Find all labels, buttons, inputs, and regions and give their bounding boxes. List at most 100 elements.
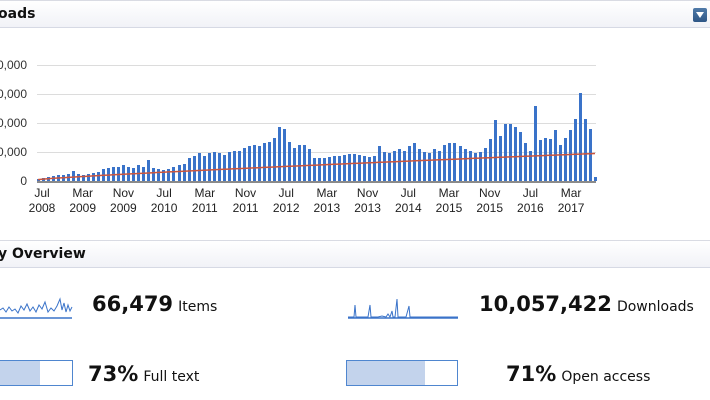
bar [468, 151, 472, 181]
overview-panel-title: y Overview [0, 246, 86, 262]
x-axis-line [37, 181, 596, 183]
open-access-progress-bar [346, 360, 458, 386]
bar [473, 152, 477, 181]
bar [92, 172, 96, 181]
x-tick-label: Jul 2010 [150, 186, 178, 215]
bar [438, 150, 442, 181]
x-tick-label: Jul 2014 [394, 186, 422, 215]
bar [262, 143, 266, 181]
full-text-progress-fill [0, 361, 41, 385]
bar [483, 147, 487, 181]
bar [378, 146, 382, 181]
y-tick-label: 0,000 [0, 116, 27, 130]
downloads-stat: 10,057,422 Downloads [479, 292, 694, 316]
gridline [37, 94, 596, 95]
bar [297, 144, 301, 181]
downloads-panel-title: oads [0, 6, 36, 22]
bar [318, 158, 321, 181]
bar [548, 138, 552, 181]
open-access-stat: 71% Open access [506, 362, 650, 386]
bar [232, 151, 236, 181]
bar [182, 163, 186, 181]
bar [323, 157, 327, 181]
bar [588, 128, 592, 181]
bar [267, 141, 271, 181]
bar [242, 147, 246, 181]
y-tick-label: 0,000 [0, 87, 27, 101]
bar [578, 92, 582, 181]
bar [252, 144, 256, 181]
x-tick-label: Mar 2009 [69, 186, 97, 215]
bar [343, 154, 347, 181]
bar [302, 144, 306, 181]
bar [388, 153, 392, 181]
bar [418, 149, 422, 181]
bar [122, 165, 126, 181]
x-tick-label: Nov 2015 [476, 186, 504, 215]
y-tick-label: 0 [20, 174, 27, 188]
bar [72, 170, 76, 181]
bar [533, 105, 537, 181]
x-tick-label: Jul 2008 [28, 186, 56, 215]
bar [172, 167, 176, 181]
bar [493, 120, 497, 181]
bar [177, 165, 181, 181]
bar [192, 156, 196, 181]
bar [147, 160, 151, 181]
bar [443, 144, 447, 181]
bar [207, 153, 211, 181]
bar [488, 138, 492, 181]
bar [333, 156, 337, 181]
bar [247, 146, 251, 181]
x-tick-label: Mar 2017 [557, 186, 585, 215]
downloads-panel-header: oads [0, 0, 710, 28]
bar [287, 141, 291, 181]
full-text-stat: 73% Full text [88, 362, 199, 386]
bar [217, 153, 221, 181]
bar [152, 167, 156, 181]
downloads-label: Downloads [616, 299, 694, 315]
bar [423, 152, 427, 181]
bar [212, 152, 216, 181]
x-tick-label: Nov 2009 [110, 186, 137, 215]
bar [167, 169, 171, 181]
bar [563, 137, 567, 181]
items-label: Items [178, 299, 218, 315]
bar [538, 140, 542, 181]
open-access-label: Open access [561, 369, 651, 385]
bar [458, 146, 462, 181]
bar [363, 156, 367, 181]
bar [157, 168, 161, 181]
trend-line [37, 152, 596, 181]
bar [393, 150, 397, 181]
bar [272, 137, 276, 181]
bar [508, 124, 512, 181]
bar [594, 176, 597, 181]
items-stat: 66,479 Items [92, 292, 217, 316]
bar [503, 124, 507, 181]
bar [97, 172, 101, 181]
bar [142, 167, 146, 181]
bar [428, 153, 432, 181]
triangle-down-icon[interactable] [693, 8, 707, 22]
bar [383, 152, 387, 181]
bar [373, 156, 377, 181]
y-tick-label: 0,000 [0, 58, 27, 72]
bar [82, 174, 86, 181]
bar [202, 156, 206, 181]
bar [222, 154, 226, 181]
bar [368, 157, 372, 181]
bar [513, 127, 517, 181]
bar [433, 149, 437, 181]
items-count: 66,479 [92, 292, 174, 316]
bar [328, 157, 332, 181]
bar [408, 146, 412, 181]
bar [277, 127, 281, 181]
downloads-count: 10,057,422 [479, 292, 612, 316]
bar [282, 128, 286, 181]
bar [312, 157, 316, 181]
gridline [37, 65, 596, 66]
open-access-progress-fill [347, 361, 426, 385]
gridline [37, 123, 596, 124]
x-tick-label: Mar 2011 [191, 186, 218, 215]
